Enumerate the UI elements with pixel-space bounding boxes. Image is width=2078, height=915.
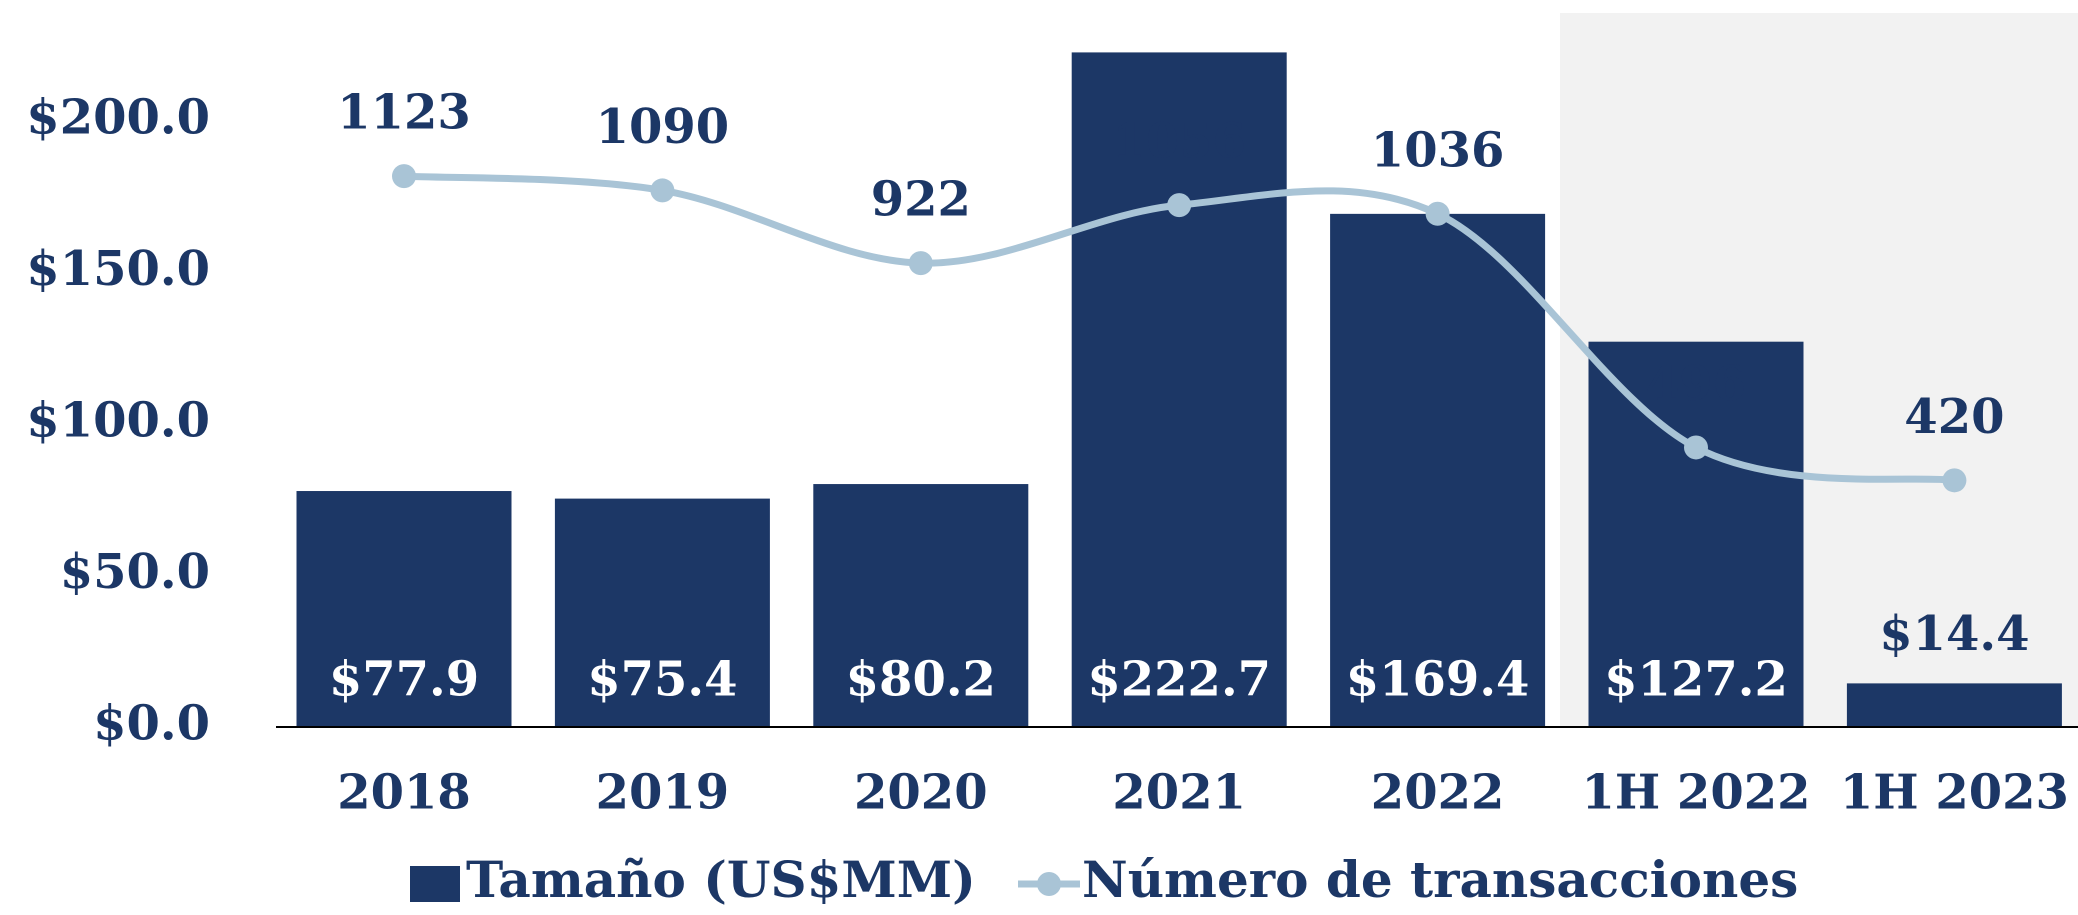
legend-marker — [1037, 872, 1061, 896]
bar — [813, 484, 1029, 727]
bar-value-label: $169.4 — [1346, 652, 1530, 708]
legend-label: Número de transacciones — [1082, 850, 1798, 909]
y-tick-label: $0.0 — [93, 696, 210, 752]
line-value-label: 922 — [871, 172, 971, 228]
line-marker — [1942, 468, 1967, 493]
y-tick-label: $200.0 — [26, 90, 210, 146]
bar — [1071, 52, 1287, 727]
line-marker — [392, 164, 416, 189]
line-marker — [1684, 435, 1708, 460]
line-value-label: 1036 — [1371, 122, 1505, 178]
bar — [1330, 213, 1546, 728]
line-value-label: 496 — [1646, 356, 1746, 412]
line-value-label: 1056 — [1112, 114, 1246, 170]
x-tick-label: 2022 — [1371, 765, 1505, 821]
bar-value-label: $14.4 — [1879, 606, 2029, 662]
line-value-label: 1123 — [337, 85, 471, 141]
bar-value-label: $222.7 — [1087, 652, 1271, 708]
line-value-label: 420 — [1904, 389, 2004, 445]
bar-value-label: $80.2 — [846, 652, 996, 708]
line-marker — [908, 251, 933, 276]
x-tick-label: 2018 — [337, 765, 471, 821]
bar — [1588, 341, 1804, 727]
line-value-label: 1090 — [596, 99, 730, 155]
bar — [1846, 683, 2062, 727]
bar — [296, 491, 512, 727]
line-marker — [1167, 193, 1192, 218]
y-tick-label: $100.0 — [26, 393, 210, 449]
legend-swatch — [410, 866, 460, 902]
x-tick-label: 2020 — [854, 765, 988, 821]
bar-value-label: $75.4 — [587, 652, 737, 708]
x-tick-label: 1H 2023 — [1840, 765, 2069, 821]
x-tick-label: 1H 2022 — [1581, 765, 1810, 821]
line-marker — [650, 178, 675, 203]
bar — [554, 498, 770, 727]
line-marker — [1425, 201, 1450, 226]
legend-label: Tamaño (US$MM) — [466, 850, 976, 909]
bar-value-label: $77.9 — [329, 652, 479, 708]
x-tick-label: 2019 — [596, 765, 730, 821]
bar-value-label: $127.2 — [1604, 652, 1788, 708]
y-tick-label: $50.0 — [60, 544, 210, 600]
y-tick-label: $150.0 — [26, 241, 210, 297]
x-tick-label: 2021 — [1112, 765, 1246, 821]
